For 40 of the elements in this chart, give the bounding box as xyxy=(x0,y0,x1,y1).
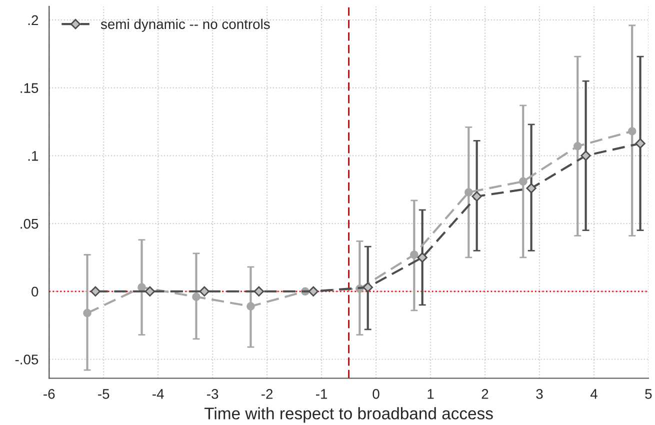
point xyxy=(472,191,482,202)
point xyxy=(526,183,536,194)
point xyxy=(518,177,528,186)
x-tick-label: 0 xyxy=(372,389,380,399)
point xyxy=(464,188,473,196)
x-tick-label: 4 xyxy=(590,389,598,399)
point xyxy=(573,142,582,150)
point xyxy=(410,250,418,259)
x-tick-label: -6 xyxy=(44,389,55,399)
y-tick-label: .05 xyxy=(20,218,38,229)
point xyxy=(90,286,101,297)
point xyxy=(635,138,646,149)
point xyxy=(83,308,92,318)
y-tick-label: -.05 xyxy=(15,354,38,364)
point xyxy=(144,286,156,297)
x-tick-label: -4 xyxy=(152,389,164,399)
x-tick-label: 3 xyxy=(536,389,543,399)
point xyxy=(308,286,318,297)
point xyxy=(417,252,428,263)
x-tick-label: 1 xyxy=(428,389,434,399)
point xyxy=(138,283,146,292)
point xyxy=(192,292,200,301)
point xyxy=(246,302,255,310)
point xyxy=(362,282,373,292)
x-axis-title: Time with respect to broadband access xyxy=(204,407,493,423)
point xyxy=(628,127,636,136)
y-tick-label: .1 xyxy=(28,151,38,161)
point xyxy=(254,286,264,297)
y-tick-label: 0 xyxy=(32,286,38,297)
x-tick-label: -5 xyxy=(98,389,110,399)
x-tick-label: -3 xyxy=(207,389,218,399)
point xyxy=(580,150,591,161)
x-tick-label: 2 xyxy=(482,389,488,399)
x-tick-label: -2 xyxy=(262,389,273,399)
x-tick-label: 5 xyxy=(645,389,652,399)
legend-label: semi dynamic -- no controls xyxy=(100,18,270,32)
point xyxy=(199,286,210,297)
x-tick-label: -1 xyxy=(316,389,328,399)
y-tick-label: .2 xyxy=(28,15,38,25)
y-tick-label: .15 xyxy=(20,83,38,93)
